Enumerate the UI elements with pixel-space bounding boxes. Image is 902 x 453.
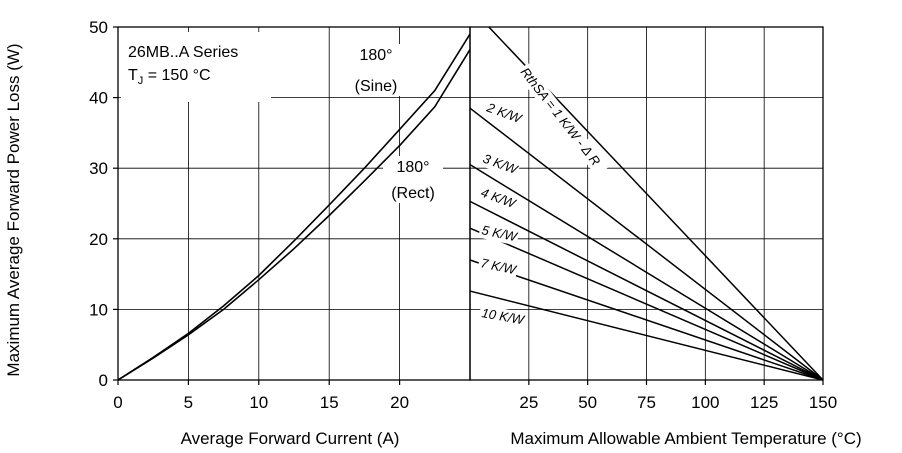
x-tick-label-right: 75	[637, 393, 656, 412]
x-axis-label-current: Average Forward Current (A)	[181, 429, 400, 448]
x-tick-label-left: 5	[184, 393, 193, 412]
rth-label: RthSA = 1 K/W - Δ R	[518, 65, 604, 169]
rth-label-group: RthSA = 1 K/W - Δ R	[515, 63, 610, 177]
rth-label-group: 10 K/W	[478, 304, 527, 329]
annotation-box-bg	[121, 32, 271, 102]
rth-label-group: 5 K/W	[478, 221, 520, 246]
series-line-rect	[117, 49, 471, 381]
rth-line-2	[469, 107, 824, 381]
rth-line-7	[469, 290, 824, 381]
rth-line-5	[469, 227, 824, 381]
rth-label: 4 K/W	[479, 185, 519, 212]
rth-label-bg	[478, 150, 521, 179]
curve-label-sine-bottom: (Sine)	[355, 78, 398, 95]
rth-label-bg	[477, 254, 519, 279]
rth-line-3	[469, 164, 824, 381]
x-tick-label-left: 15	[320, 393, 339, 412]
series-line-sine	[117, 33, 471, 381]
curve-label-rect-top: 180°	[396, 159, 429, 176]
rth-label-group: 7 K/W	[477, 254, 519, 279]
x-tick-label-left: 10	[249, 393, 268, 412]
rth-label-bg	[478, 304, 527, 329]
x-tick-label-right: 50	[578, 393, 597, 412]
rth-label-bg	[482, 99, 525, 128]
curve-label-bg	[383, 156, 443, 203]
tj-annotation: TJ = 150 °C	[128, 67, 211, 87]
rth-label: 3 K/W	[481, 151, 521, 178]
x-tick-label-right: 25	[519, 393, 538, 412]
x-tick-label-right: 125	[750, 393, 778, 412]
y-tick-label: 0	[99, 371, 108, 390]
y-tick-label: 20	[89, 230, 108, 249]
y-tick-label: 30	[89, 159, 108, 178]
rth-label-bg	[515, 63, 610, 177]
curve-label-sine-top: 180°	[359, 47, 392, 64]
x-tick-label-right: 150	[809, 393, 837, 412]
left-panel-current: 26MB..A Series TJ = 150 °C 180° (Sine) 180° (…	[89, 18, 471, 412]
curve-label-bg	[346, 44, 406, 96]
y-tick-label: 40	[89, 89, 108, 108]
y-axis-label: Maximum Average Forward Power Loss (W)	[4, 43, 23, 376]
rth-line-6	[469, 259, 824, 381]
curve-label-rect-bottom: (Rect)	[391, 185, 435, 202]
rth-label-bg	[478, 221, 520, 246]
y-tick-label: 50	[89, 18, 108, 37]
series-annotation: 26MB..A Series	[128, 44, 238, 61]
x-tick-label-right: 100	[691, 393, 719, 412]
rth-line-4	[469, 200, 824, 381]
rth-label: 2 K/W	[484, 99, 525, 126]
rth-label-bg	[476, 184, 519, 213]
right-panel-temperature: RthSA = 1 K/W - Δ R2 K/W 3 K/W 4 K/W 5 K/W 7…	[469, 26, 837, 412]
x-tick-label-left: 0	[113, 393, 122, 412]
x-tick-label-left: 20	[390, 393, 409, 412]
y-tick-label: 10	[89, 300, 108, 319]
x-axis-label-temperature: Maximum Allowable Ambient Temperature (°…	[510, 429, 861, 448]
